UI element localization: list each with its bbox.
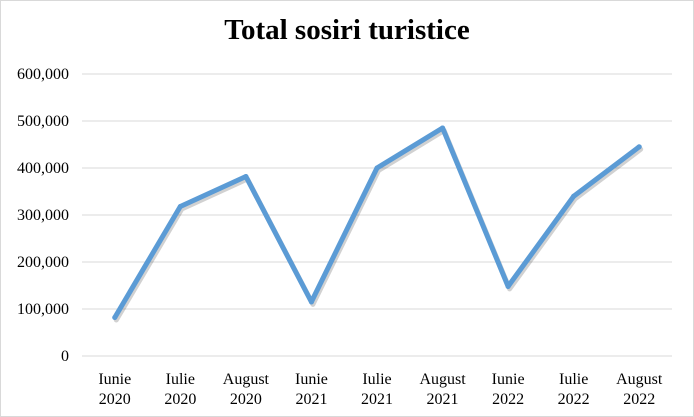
- x-tick-label: Iunie 2021: [295, 371, 328, 408]
- data-point: [177, 204, 183, 210]
- x-tick-label: Iunie 2020: [98, 371, 131, 408]
- x-tick-label: August 2022: [616, 371, 663, 408]
- data-point: [571, 193, 577, 199]
- y-axis-ticks: 0 100,000 200,000 300,000 400,000 500,000 600,…: [17, 66, 69, 365]
- y-tick-label: 400,000: [17, 160, 69, 177]
- data-point: [243, 173, 249, 179]
- data-point: [112, 314, 118, 320]
- x-tick-label: August 2020: [223, 371, 270, 408]
- series-layer: [112, 125, 644, 323]
- x-tick-label: Iunie 2022: [492, 371, 525, 408]
- data-point: [374, 165, 380, 171]
- data-point: [440, 125, 446, 131]
- x-tick-label: Iulie 2022: [558, 371, 590, 408]
- y-tick-label: 600,000: [17, 66, 69, 83]
- data-point: [308, 299, 314, 305]
- series-line-shadow: [113, 128, 644, 323]
- gridlines: [82, 73, 672, 357]
- x-tick-label: Iulie 2020: [164, 371, 196, 408]
- y-tick-label: 500,000: [17, 113, 69, 130]
- y-tick-label: 100,000: [17, 301, 69, 318]
- x-tick-label: August 2021: [419, 371, 466, 408]
- data-point: [505, 283, 511, 289]
- y-tick-label: 200,000: [17, 254, 69, 271]
- data-point: [636, 144, 642, 150]
- chart-title: Total sosiri turistice: [224, 14, 470, 46]
- x-tick-label: Iulie 2021: [361, 371, 393, 408]
- x-axis-ticks: Iunie 2020 Iulie 2020 August 2020 Iunie 2021 Iul…: [98, 371, 663, 408]
- y-tick-label: 0: [61, 348, 69, 365]
- y-tick-label: 300,000: [17, 207, 69, 224]
